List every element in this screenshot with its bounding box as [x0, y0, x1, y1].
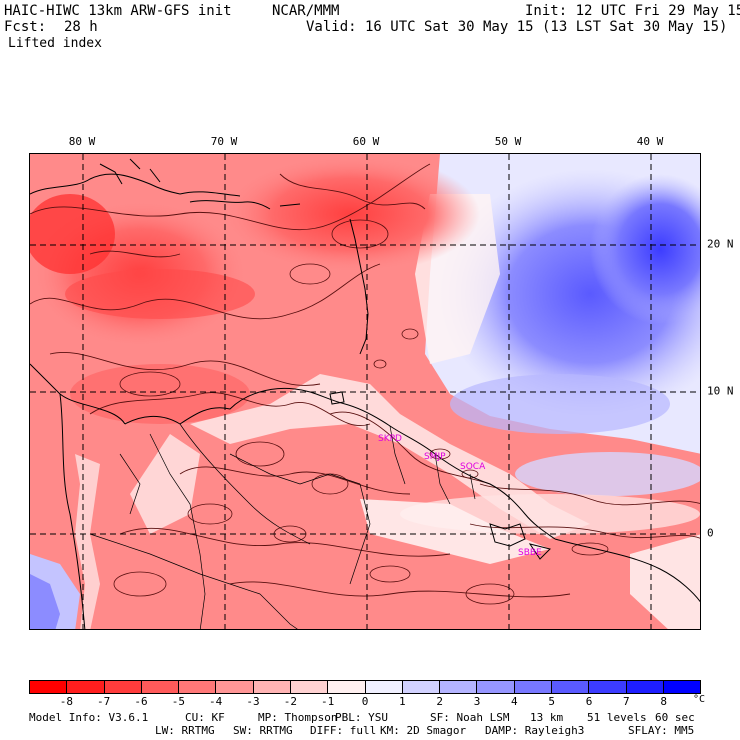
forecast-hour: 28 h: [64, 19, 98, 35]
color-scale-tick: -2: [283, 695, 297, 708]
color-scale-tick: -3: [246, 695, 260, 708]
color-scale-cell: [477, 681, 515, 693]
footer-lw: LW: RRTMG: [155, 724, 215, 737]
color-scale-tick: 3: [473, 695, 481, 708]
color-scale-cell: [440, 681, 478, 693]
lon-label-40w: 40 W: [636, 135, 664, 148]
color-scale-cell: [216, 681, 254, 693]
color-scale-cell: [67, 681, 105, 693]
lon-label-70w: 70 W: [210, 135, 238, 148]
color-scale-cell: [290, 681, 329, 693]
init-time: Init: 12 UTC Fri 29 May 15: [525, 3, 740, 19]
station-smjp: SMJP: [424, 452, 446, 462]
color-scale-cell: [626, 681, 664, 693]
color-scale-cell: [30, 681, 68, 693]
footer-sw: SW: RRTMG: [233, 724, 293, 737]
lat-label-20n: 20 N: [707, 237, 734, 251]
lat-label-10n: 10 N: [707, 384, 734, 398]
color-scale-cell: [365, 681, 403, 693]
station-soca: SOCA: [460, 462, 486, 472]
lat-lon-grid: [30, 154, 700, 629]
station-skpd: SKPD: [378, 434, 402, 444]
country-borders: [89, 423, 476, 629]
color-scale-cell: [104, 681, 142, 693]
color-scale-bar: [29, 680, 701, 694]
color-scale-tick: 8: [660, 695, 667, 708]
lon-label-50w: 50 W: [494, 135, 522, 148]
station-sbbe: SBBE: [518, 548, 542, 558]
color-scale-cell: [663, 681, 701, 693]
color-scale-tick: -8: [59, 695, 73, 708]
field-name: Lifted index: [8, 36, 102, 51]
stable-core: [590, 174, 700, 324]
color-scale-tick: -5: [171, 695, 185, 708]
forecast-label: Fcst:: [4, 19, 47, 35]
color-scale-cell: [179, 681, 217, 693]
color-scale-tick: 0: [361, 695, 369, 708]
color-scale-tick: 2: [436, 695, 443, 708]
footer-damp: DAMP: Rayleigh3: [485, 724, 585, 737]
color-scale-cell: [253, 681, 291, 693]
lon-label-60w: 60 W: [352, 135, 380, 148]
lat-label-equator: 0: [707, 526, 714, 540]
color-scale-cell: [514, 681, 552, 693]
contour-lines: [30, 163, 700, 598]
footer-pbl: PBL: YSU: [335, 711, 388, 724]
color-scale-tick: 6: [585, 695, 593, 708]
lifted-index-map: SKPD SMJP SOCA SBBE: [30, 154, 700, 629]
color-scale-cell: [402, 681, 441, 693]
footer-sflay: SFLAY: MM5: [628, 724, 695, 737]
color-scale-cell: [551, 681, 590, 693]
footer-model-info: Model Info: V3.6.1: [29, 711, 149, 724]
footer-km: KM: 2D Smagor: [380, 724, 467, 737]
footer-timestep: 60 sec: [655, 711, 695, 724]
color-scale-cell: [328, 681, 366, 693]
footer-resolution: 13 km: [530, 711, 564, 724]
footer-sf: SF: Noah LSM: [430, 711, 510, 724]
color-scale-cell: [589, 681, 627, 693]
color-scale-cell: [141, 681, 180, 693]
footer-mp: MP: Thompson: [258, 711, 338, 724]
organization-label: NCAR/MMM: [272, 3, 340, 19]
color-scale-tick: -4: [209, 695, 223, 708]
color-scale-tick: -6: [134, 695, 148, 708]
footer-levels: 51 levels: [587, 711, 647, 724]
model-title: HAIC-HIWC 13km ARW-GFS init: [4, 3, 232, 19]
map-panel: SKPD SMJP SOCA SBBE: [29, 153, 701, 630]
color-scale-tick: -1: [321, 695, 335, 708]
color-scale-tick: 5: [548, 695, 555, 708]
color-scale-tick: -7: [97, 695, 111, 708]
lon-label-80w: 80 W: [68, 135, 96, 148]
color-scale-unit: °C: [693, 694, 706, 705]
valid-time: Valid: 16 UTC Sat 30 May 15 (13 LST Sat …: [306, 19, 728, 35]
color-scale-tick: 4: [511, 695, 518, 708]
color-scale-tick: 1: [399, 695, 406, 708]
footer-cu: CU: KF: [185, 711, 225, 724]
color-scale-tick: 7: [623, 695, 630, 708]
footer-diff: DIFF: full: [310, 724, 377, 737]
